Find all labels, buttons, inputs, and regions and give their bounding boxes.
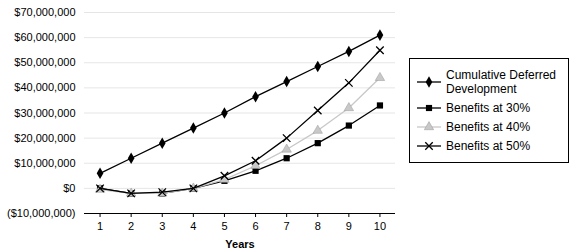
svg-text:$20,000,000: $20,000,000 (14, 132, 75, 144)
svg-text:6: 6 (252, 220, 258, 232)
html-text:Cumulative Deferred Developmen: Cumulative Deferred Development (446, 68, 556, 96)
svg-text:3: 3 (159, 220, 165, 232)
svg-text:$50,000,000: $50,000,000 (14, 56, 75, 68)
svg-text:8: 8 (315, 220, 321, 232)
html-text:Benefits at 40%: Benefits at 40% (446, 120, 531, 134)
svg-text:($10,000,000): ($10,000,000) (7, 207, 76, 219)
svg-text:4: 4 (190, 220, 196, 232)
svg-text:Years: Years (225, 238, 254, 250)
svg-text:10: 10 (374, 220, 386, 232)
svg-text:5: 5 (221, 220, 227, 232)
html-text:Benefits at 50%: Benefits at 50% (446, 139, 531, 153)
svg-text:2: 2 (128, 220, 134, 232)
svg-text:$70,000,000: $70,000,000 (14, 6, 75, 18)
html-text:Benefits at 30%: Benefits at 30% (446, 101, 531, 115)
svg-text:$10,000,000: $10,000,000 (14, 157, 75, 169)
svg-text:$60,000,000: $60,000,000 (14, 31, 75, 43)
svg-text:$40,000,000: $40,000,000 (14, 81, 75, 93)
svg-text:7: 7 (284, 220, 290, 232)
svg-text:1: 1 (97, 220, 103, 232)
svg-text:$30,000,000: $30,000,000 (14, 107, 75, 119)
svg-text:9: 9 (346, 220, 352, 232)
svg-text:$0: $0 (63, 182, 75, 194)
